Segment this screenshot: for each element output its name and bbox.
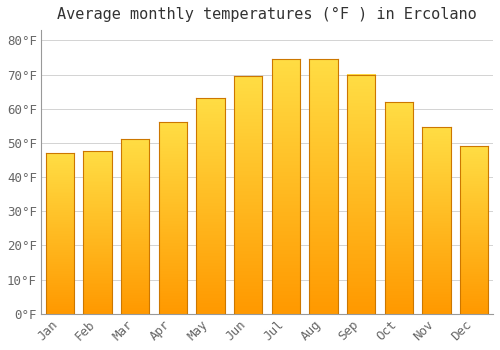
Title: Average monthly temperatures (°F ) in Ercolano: Average monthly temperatures (°F ) in Er…: [57, 7, 477, 22]
